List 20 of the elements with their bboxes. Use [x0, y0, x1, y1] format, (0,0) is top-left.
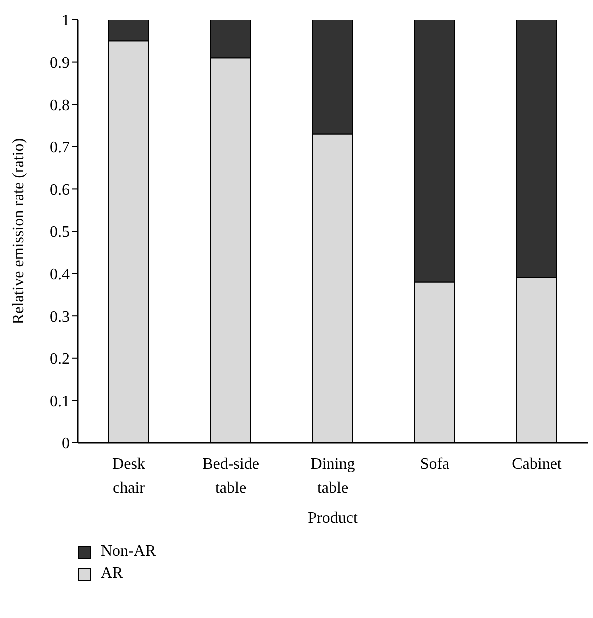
legend-label: AR: [101, 565, 124, 583]
x-tick-label: Desk chair: [112, 456, 146, 497]
x-tick-label: Sofa: [420, 456, 450, 473]
x-tick-label: Dining table: [310, 456, 356, 497]
y-tick-label: 0.2: [50, 351, 70, 368]
y-tick-label: 0.4: [50, 266, 70, 284]
y-tick-label: 0: [62, 436, 70, 453]
x-tick-label: Bed-side table: [202, 456, 260, 497]
y-tick-label: 0.6: [50, 182, 70, 199]
x-axis-title: Product: [308, 510, 358, 527]
x-tick-label: Cabinet: [512, 456, 562, 473]
y-tick-label: 0.7: [50, 140, 70, 157]
legend-label: Non-AR: [101, 543, 156, 561]
y-tick-label: 1: [62, 12, 70, 30]
y-tick-label: 0.1: [50, 393, 70, 410]
y-tick-label: 0.9: [50, 54, 70, 72]
y-axis-title: Relative emission rate (ratio): [10, 138, 28, 325]
y-tick-label: 0.3: [50, 308, 70, 326]
y-tick-label: 0.5: [50, 224, 70, 242]
y-tick-label: 0.8: [50, 97, 70, 114]
